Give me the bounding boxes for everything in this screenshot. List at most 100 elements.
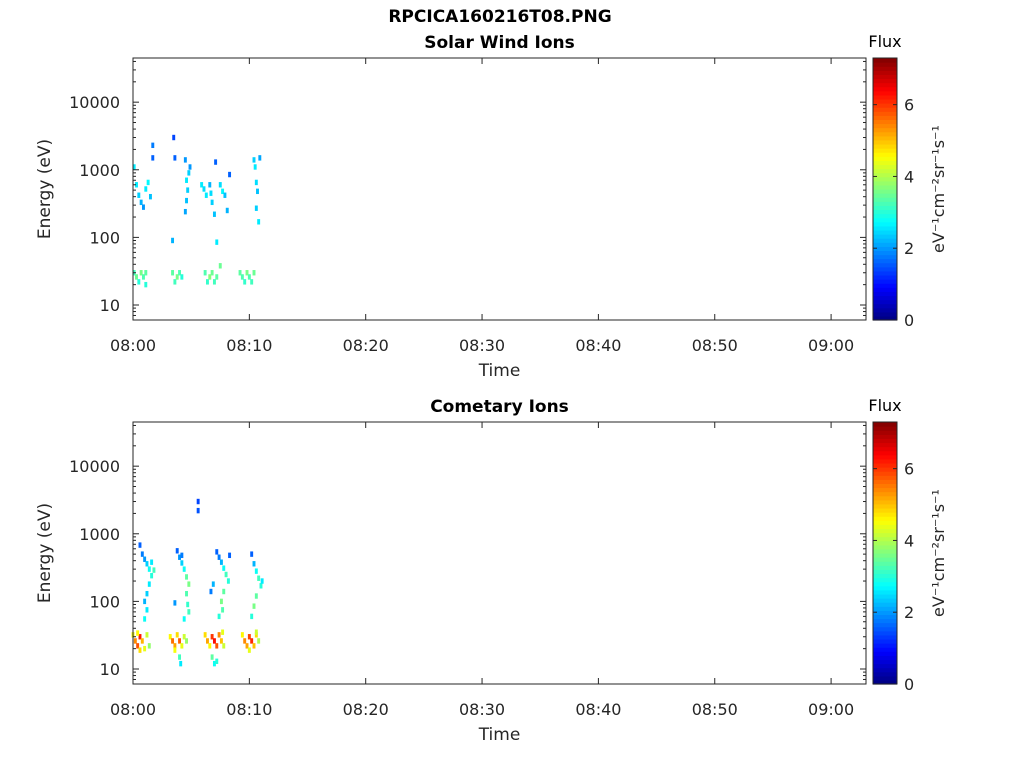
heatmap-cell — [145, 561, 149, 567]
heatmap-cell — [218, 182, 222, 188]
heatmap-cell — [178, 554, 182, 560]
colorbar-segment — [873, 426, 897, 431]
heatmap-cell — [245, 270, 249, 276]
colorbar-segment — [873, 679, 897, 685]
heatmap-cell — [225, 207, 229, 214]
colorbar-segment — [873, 536, 897, 542]
colorbar-segment — [873, 561, 897, 566]
colorbar-segment — [873, 618, 897, 624]
colorbar-segment — [873, 279, 897, 284]
y-tick-label: 1000 — [79, 525, 120, 544]
colorbar-segment — [873, 602, 897, 607]
colorbar-segment — [873, 454, 897, 460]
heatmap-cell — [208, 182, 212, 188]
colorbar-segment — [873, 62, 897, 67]
heatmap-cell — [200, 182, 204, 188]
heatmap-cells — [132, 134, 262, 288]
heatmap-cell — [247, 647, 251, 653]
heatmap-cell — [147, 581, 151, 587]
colorbar-segment — [873, 446, 897, 452]
colorbar-segment — [873, 131, 897, 137]
heatmap-cell — [217, 613, 221, 620]
heatmap-cell — [138, 634, 142, 640]
colorbar-tick-label: 4 — [904, 167, 914, 186]
colorbar-segment — [873, 139, 897, 145]
colorbar-segment — [873, 311, 897, 317]
colorbar-segment — [873, 234, 897, 239]
colorbar-segment — [873, 512, 897, 517]
x-tick-label: 08:00 — [110, 336, 156, 355]
heatmap-cell — [187, 170, 191, 176]
x-axis-label: Time — [478, 725, 521, 745]
colorbar-tick-label: 6 — [904, 460, 914, 479]
colorbar-segment — [873, 507, 897, 513]
colorbar-segment — [873, 553, 897, 558]
heatmap-cell — [256, 188, 259, 195]
heatmap-cell — [210, 654, 214, 660]
colorbar-segment — [873, 254, 897, 260]
colorbar-segment — [873, 598, 897, 603]
colorbar-segment — [873, 82, 897, 88]
colorbar-segment — [873, 246, 897, 252]
colorbar-segment — [873, 143, 897, 149]
x-tick-label: 08:10 — [226, 336, 272, 355]
heatmap-cell — [187, 609, 191, 615]
y-tick-label: 100 — [89, 228, 120, 247]
heatmap-cell — [151, 155, 155, 161]
heatmap-cell — [171, 638, 175, 644]
heatmap-cell — [215, 549, 219, 555]
heatmap-cell — [143, 598, 147, 605]
heatmap-cell — [185, 197, 188, 204]
heatmap-cell — [254, 629, 258, 635]
colorbar-segment — [873, 634, 897, 640]
heatmap-cell — [150, 559, 154, 565]
colorbar-segment — [873, 299, 897, 305]
heatmap-cell — [175, 632, 179, 638]
heatmap-cell — [137, 192, 141, 198]
colorbar-segment — [873, 499, 897, 505]
heatmap-cell — [144, 186, 148, 192]
heatmap-cell — [258, 155, 262, 161]
colorbar-tick-label: 0 — [904, 311, 914, 330]
colorbar-segment — [873, 135, 897, 141]
y-tick-label: 10000 — [69, 93, 120, 112]
colorbar-segment — [873, 487, 897, 493]
heatmap-cell — [178, 638, 182, 644]
x-tick-label: 08:50 — [692, 336, 738, 355]
x-tick-label: 08:30 — [459, 700, 505, 719]
heatmap-cell — [228, 171, 232, 178]
heatmap-cell — [185, 638, 188, 644]
heatmap-cell — [210, 270, 214, 276]
y-tick-label: 100 — [89, 592, 120, 611]
colorbar-segment — [873, 442, 897, 448]
colorbar-title: Flux — [868, 396, 901, 415]
colorbar-segment — [873, 197, 897, 202]
heatmap-cell — [185, 574, 188, 580]
colorbar-segment — [873, 528, 897, 534]
x-tick-label: 08:40 — [575, 700, 621, 719]
colorbar-segment — [873, 524, 897, 530]
heatmap-cell — [180, 552, 184, 559]
heatmap-cell — [152, 567, 156, 573]
colorbar-segment — [873, 103, 897, 108]
heatmap-cell — [138, 542, 142, 548]
colorbar-segment — [873, 74, 897, 80]
heatmap-cell — [178, 270, 182, 276]
x-tick-label: 09:00 — [808, 336, 854, 355]
panel-title: Cometary Ions — [430, 397, 569, 417]
colorbar-segment — [873, 557, 897, 562]
colorbar-segment — [873, 242, 897, 247]
colorbar-segment — [873, 283, 897, 288]
colorbar-segment — [873, 160, 897, 166]
colorbar-segment — [873, 184, 897, 190]
colorbar-segment — [873, 291, 897, 297]
heatmap-cell — [143, 556, 147, 562]
heatmap-cell — [172, 134, 176, 141]
colorbar-segment — [873, 585, 897, 591]
colorbar-title: Flux — [868, 32, 901, 51]
heatmap-cell — [252, 603, 256, 609]
heatmap-cell — [240, 274, 244, 280]
colorbar-segment — [873, 520, 897, 525]
heatmap-cell — [144, 270, 148, 276]
colorbar-segment — [873, 491, 897, 497]
